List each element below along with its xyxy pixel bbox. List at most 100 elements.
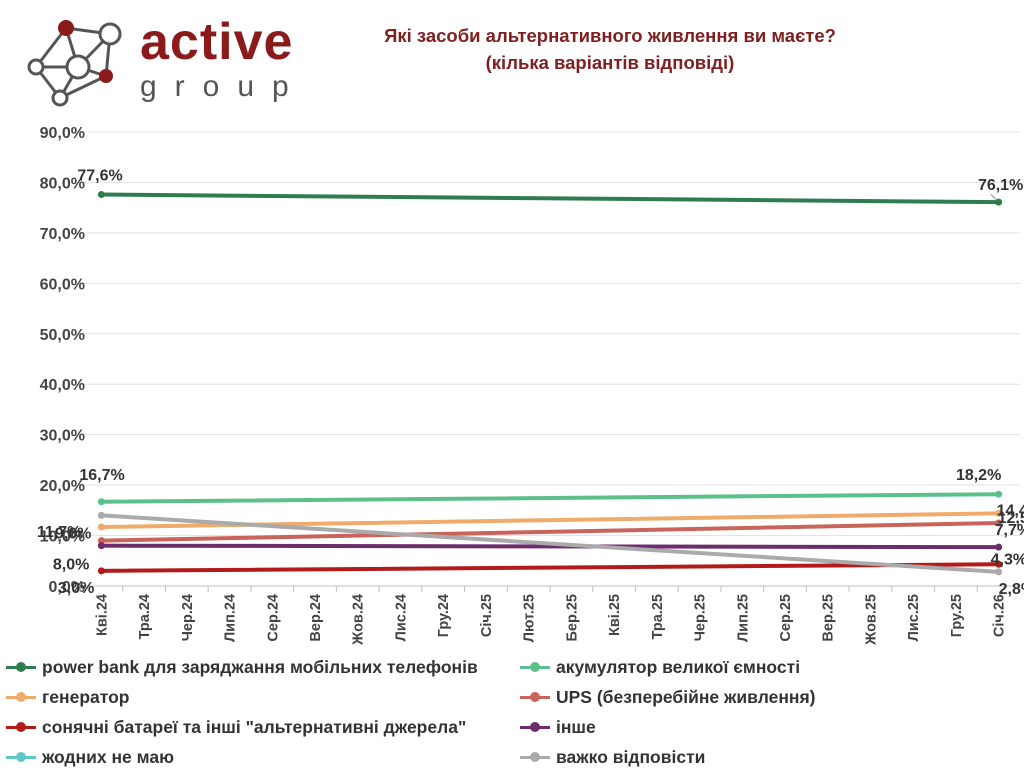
series-line <box>99 520 1001 543</box>
x-tick-label: Вер.24 <box>308 594 324 642</box>
x-tick-label: Сер.25 <box>778 594 794 642</box>
legend-label: акумулятор великої ємності <box>556 656 801 677</box>
series-line <box>99 513 1001 574</box>
legend-swatch <box>4 720 38 734</box>
data-label: 14,4% <box>997 502 1024 519</box>
legend-item: UPS (безперебійне живлення) <box>518 682 816 712</box>
data-point <box>995 568 1003 576</box>
series-line <box>99 192 1001 205</box>
x-tick-label: Лип.24 <box>223 594 239 642</box>
y-tick-label: 70,0% <box>40 226 85 243</box>
data-point <box>97 511 105 519</box>
chart-title-line-1: Які засоби альтернативного живлення ви м… <box>384 25 836 46</box>
legend-swatch <box>518 720 552 734</box>
legend-swatch <box>4 660 38 674</box>
legend-item: акумулятор великої ємності <box>518 652 800 682</box>
data-point <box>97 523 105 531</box>
line-chart: 0,0% 10,0% 20,0% 30,0% 40,0% 50,0% 60,0% 70,0% 8… <box>37 125 1024 646</box>
data-point <box>995 490 1003 498</box>
chart-title-line-2: (кілька варіантів відповіді) <box>485 52 735 73</box>
series-line <box>99 562 1001 573</box>
x-tick-label: Жов.24 <box>351 594 367 646</box>
y-tick-label: 20,0% <box>40 478 85 495</box>
data-label: 4,3% <box>991 551 1024 568</box>
legend-swatch <box>4 690 38 704</box>
data-label: 3,0% <box>58 580 94 597</box>
label-leader-line <box>990 193 997 201</box>
data-point <box>97 537 105 545</box>
logo-subword: group <box>140 70 307 103</box>
gridlines <box>80 131 1020 587</box>
x-tick-label: Лис.24 <box>393 594 409 641</box>
x-tick-label: Лип.25 <box>735 594 751 642</box>
data-label: 8,0% <box>53 557 89 574</box>
series-group <box>97 191 1003 576</box>
data-point <box>97 191 105 199</box>
legend-label: power bank для заряджання мобільних теле… <box>42 656 478 677</box>
y-tick-label: 90,0% <box>40 125 85 142</box>
legend-swatch <box>518 690 552 704</box>
x-tick-label: Вер.25 <box>821 594 837 642</box>
y-tick-label: 60,0% <box>40 276 85 293</box>
logo-wordmark: active <box>140 13 294 71</box>
legend-swatch <box>518 660 552 674</box>
data-point <box>97 498 105 506</box>
data-point <box>97 567 105 575</box>
legend-swatch <box>518 750 552 764</box>
legend-label: сонячні батареї та інші "альтернативні д… <box>42 716 467 737</box>
data-label: 76,1% <box>978 177 1023 194</box>
y-tick-label: 30,0% <box>40 428 85 445</box>
x-tick-label: Тра.24 <box>137 594 153 639</box>
data-label: 11,7% <box>37 524 81 541</box>
legend-swatch <box>4 750 38 764</box>
legend-item: генератор <box>4 682 129 712</box>
data-point <box>995 509 1003 517</box>
legend-item: жодних не маю <box>4 742 174 772</box>
x-tick-label: Тра.25 <box>650 594 666 639</box>
x-tick-label: Бер.25 <box>564 594 580 642</box>
x-tick-label: Лют.25 <box>522 594 538 642</box>
legend-item: інше <box>518 712 596 742</box>
y-tick-label: 50,0% <box>40 327 85 344</box>
x-tick-label: Січ.26 <box>992 594 1008 637</box>
legend-item: сонячні батареї та інші "альтернативні д… <box>4 712 466 742</box>
x-tick-label: Кві.25 <box>607 594 623 636</box>
x-tick-label: Кві.24 <box>94 594 110 636</box>
y-axis-ticks: 0,0% 10,0% 20,0% 30,0% 40,0% 50,0% 60,0% 70,0% 8… <box>40 125 85 596</box>
data-point <box>97 542 105 550</box>
data-label: 2,8% <box>999 581 1024 598</box>
x-tick-label: Жов.25 <box>863 594 879 646</box>
x-tick-label: Сер.24 <box>265 594 281 642</box>
chart-legend: power bank для заряджання мобільних теле… <box>0 648 1024 768</box>
data-label: 77,6% <box>77 168 122 185</box>
series-line <box>99 543 1001 550</box>
data-point <box>995 198 1003 206</box>
x-axis-ticks: Кві.24 Тра.24 Чер.24 Лип.24 Сер.24 Вер.24 Жов.… <box>79 586 1008 646</box>
data-label: 9,0% <box>55 526 91 543</box>
legend-item: важко відповісти <box>518 742 705 772</box>
series-line <box>99 492 1001 504</box>
x-tick-label: Гру.25 <box>949 594 965 637</box>
data-label: 12,5% <box>998 510 1024 527</box>
data-labels: 77,6% 76,1% 16,7% 18,2% 11,7% 14,4% 9,0% 12,5% 3… <box>37 168 1024 598</box>
data-point <box>995 560 1003 568</box>
active-group-logo: active group <box>22 13 312 110</box>
chart-title: Які засоби альтернативного живлення ви м… <box>310 22 910 76</box>
x-tick-label: Чер.25 <box>693 594 709 641</box>
data-point <box>995 543 1003 551</box>
legend-label: важко відповісти <box>556 746 706 767</box>
data-point <box>995 519 1003 527</box>
legend-label: генератор <box>42 686 130 707</box>
y-tick-label: 10,0% <box>40 529 85 546</box>
legend-label: жодних не маю <box>42 746 175 767</box>
x-tick-label: Чер.24 <box>180 594 196 641</box>
data-label: 18,2% <box>956 467 1001 484</box>
y-tick-label: 80,0% <box>40 175 85 192</box>
x-tick-label: Гру.24 <box>436 594 452 637</box>
network-logo-icon <box>27 20 122 107</box>
y-tick-label: 40,0% <box>40 377 85 394</box>
data-label: 7,7% <box>995 522 1024 539</box>
legend-label: інше <box>556 716 596 737</box>
legend-label: UPS (безперебійне живлення) <box>556 686 816 707</box>
y-tick-label: 0,0% <box>49 579 85 596</box>
